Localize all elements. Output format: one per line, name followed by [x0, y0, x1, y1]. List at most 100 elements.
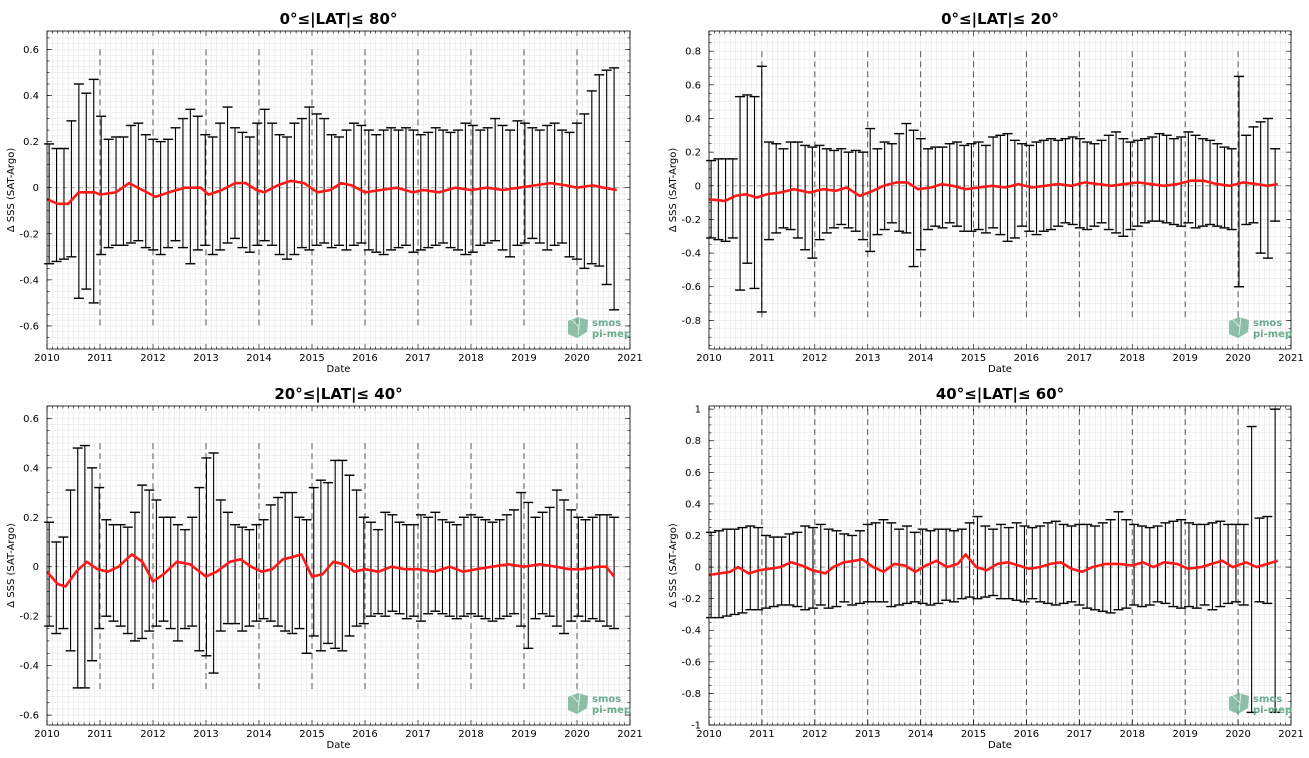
- error-bar: [1161, 134, 1172, 224]
- error-bar: [187, 516, 198, 627]
- error-bar: [1226, 148, 1237, 231]
- error-bar: [177, 117, 188, 249]
- error-bar: [482, 127, 493, 244]
- logo-mark-lines: [570, 316, 581, 336]
- error-bar: [311, 113, 322, 247]
- x-tick-label: 2011: [87, 353, 112, 364]
- y-tick-label: 0: [695, 563, 701, 574]
- error-bar: [252, 122, 263, 247]
- error-bar: [580, 519, 591, 622]
- logo-text-bottom: pi-mep: [592, 705, 631, 716]
- y-tick-label: 0.2: [23, 137, 39, 148]
- error-bar: [44, 143, 55, 265]
- x-tick-label: 2018: [458, 729, 483, 740]
- error-bar: [815, 523, 826, 606]
- y-tick-label: -0.4: [19, 661, 39, 672]
- x-axis-label: Date: [327, 740, 351, 751]
- error-bar: [1207, 522, 1218, 611]
- error-bar: [807, 146, 818, 259]
- error-bar: [1262, 117, 1273, 259]
- error-bar: [872, 148, 883, 236]
- y-tick-label: 0.8: [685, 47, 701, 58]
- error-bar: [258, 519, 269, 620]
- error-bar: [487, 521, 498, 622]
- y-tick-label: -1: [691, 721, 701, 732]
- error-bar: [363, 129, 374, 251]
- error-bar: [1082, 141, 1093, 231]
- error-bar: [1197, 137, 1208, 227]
- logo-text-bottom: pi-mep: [1253, 705, 1292, 716]
- error-bar: [1066, 525, 1077, 603]
- error-bar: [289, 122, 300, 256]
- error-bar: [129, 511, 140, 642]
- x-tick-label: 2016: [1014, 353, 1039, 364]
- error-bar: [749, 95, 760, 290]
- error-bar: [337, 459, 348, 652]
- minor-grid: [46, 405, 631, 725]
- error-bar: [1031, 141, 1042, 236]
- error-bar: [516, 491, 527, 627]
- error-bar: [1183, 522, 1194, 608]
- x-tick-label: 2011: [749, 353, 774, 364]
- error-bar: [94, 486, 105, 630]
- error-bar: [735, 95, 746, 291]
- chart-panel-2: 2010 2011 2012 2013 2014 2015 2016 2017 2018 2019…: [668, 10, 1304, 375]
- error-bar: [894, 528, 905, 606]
- y-tick-label: 0.4: [685, 114, 701, 125]
- error-bar: [571, 122, 582, 260]
- logo-text-bottom: pi-mep: [592, 329, 631, 340]
- x-tick-label: 2013: [193, 729, 218, 740]
- error-bar: [194, 486, 205, 652]
- x-tick-label: 2021: [1278, 729, 1303, 740]
- error-bar: [823, 528, 834, 609]
- x-tick-label: 2018: [1120, 729, 1145, 740]
- chart-panel-1: 2010 2011 2012 2013 2014 2015 2016 2017 2018 2019…: [6, 10, 643, 375]
- error-bar: [79, 444, 90, 689]
- error-bar: [1230, 523, 1241, 603]
- y-tick-label: -0.8: [681, 689, 701, 700]
- error-bar: [1113, 511, 1124, 611]
- y-tick-label: 0.4: [23, 463, 39, 474]
- error-bar: [371, 133, 382, 253]
- x-tick-label: 2010: [696, 353, 721, 364]
- error-bar: [1105, 519, 1116, 614]
- error-bar: [579, 113, 590, 270]
- y-tick-label: 0.2: [685, 148, 701, 159]
- error-bar: [1233, 75, 1244, 288]
- x-tick-label: 2015: [961, 729, 986, 740]
- error-bar: [839, 533, 850, 603]
- error-bar: [1219, 146, 1230, 229]
- y-tick-label: 0.6: [23, 45, 39, 56]
- error-bar: [956, 528, 967, 600]
- error-bar: [1136, 525, 1147, 608]
- x-tick-label: 2015: [961, 353, 986, 364]
- y-axis-label: Δ SSS (SAT-Argo): [668, 523, 679, 608]
- chart-panel-3: 2010 2011 2012 2013 2014 2015 2016 2017 2018 2019…: [6, 385, 643, 751]
- error-bar: [901, 122, 912, 234]
- error-bar: [444, 521, 455, 617]
- error-bar: [451, 523, 462, 620]
- error-bar: [237, 526, 248, 632]
- error-bar: [122, 526, 133, 635]
- error-bar: [437, 519, 448, 615]
- error-bar: [768, 536, 779, 608]
- x-tick-label: 2021: [1278, 353, 1303, 364]
- logo-mark-lines: [1231, 692, 1242, 712]
- error-bar: [865, 127, 876, 253]
- error-bar: [944, 143, 955, 224]
- error-bar: [208, 452, 219, 674]
- error-bar: [784, 533, 795, 606]
- error-bar: [763, 141, 774, 241]
- x-tick-label: 2014: [246, 729, 271, 740]
- error-bar: [1042, 522, 1053, 605]
- error-bar: [1254, 517, 1265, 603]
- error-bar: [1248, 126, 1259, 224]
- error-bar: [356, 124, 367, 244]
- error-bar: [1027, 526, 1038, 600]
- error-bar: [1125, 141, 1136, 231]
- error-bar: [807, 526, 818, 609]
- error-bar: [237, 131, 248, 249]
- error-bar: [1096, 139, 1107, 224]
- error-bar: [941, 528, 952, 601]
